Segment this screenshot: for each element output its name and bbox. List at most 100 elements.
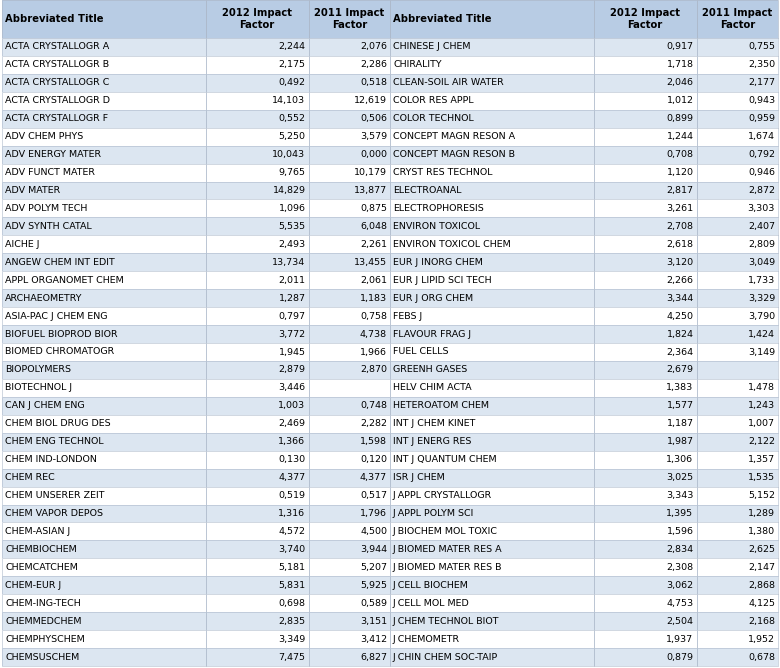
Bar: [390, 217, 594, 235]
Text: INT J ENERG RES: INT J ENERG RES: [393, 438, 471, 446]
Bar: [594, 595, 697, 612]
Bar: [390, 630, 594, 648]
Bar: [309, 343, 390, 361]
Text: 10,043: 10,043: [272, 150, 306, 159]
Text: CONCEPT MAGN RESON A: CONCEPT MAGN RESON A: [393, 132, 515, 141]
Bar: [309, 217, 390, 235]
Text: 5,181: 5,181: [278, 563, 306, 572]
Bar: [594, 504, 697, 522]
Bar: [390, 469, 594, 486]
Text: 1,007: 1,007: [748, 420, 775, 428]
Text: 3,772: 3,772: [278, 329, 306, 339]
Text: 14,829: 14,829: [272, 186, 306, 195]
Bar: [2, 128, 206, 146]
Text: CRYST RES TECHNOL: CRYST RES TECHNOL: [393, 168, 492, 177]
Bar: [390, 361, 594, 379]
Text: CHEM REC: CHEM REC: [5, 473, 55, 482]
Bar: [2, 92, 206, 110]
Text: CHEM-ING-TECH: CHEM-ING-TECH: [5, 599, 81, 608]
Bar: [206, 235, 309, 253]
Bar: [206, 540, 309, 558]
Bar: [309, 307, 390, 325]
Bar: [390, 486, 594, 504]
Bar: [594, 74, 697, 92]
Text: 0,552: 0,552: [278, 114, 306, 123]
Bar: [390, 415, 594, 433]
Text: 2,011: 2,011: [278, 276, 306, 285]
Text: 0,943: 0,943: [748, 96, 775, 106]
Bar: [2, 325, 206, 343]
Text: 0,506: 0,506: [360, 114, 387, 123]
Text: CHEM-ASIAN J: CHEM-ASIAN J: [5, 527, 70, 536]
Bar: [697, 504, 778, 522]
Bar: [594, 397, 697, 415]
Bar: [2, 540, 206, 558]
Bar: [697, 182, 778, 200]
Bar: [309, 469, 390, 486]
Bar: [697, 451, 778, 469]
Bar: [206, 343, 309, 361]
Bar: [390, 325, 594, 343]
Text: 0,589: 0,589: [360, 599, 387, 608]
Text: BIOMED CHROMATOGR: BIOMED CHROMATOGR: [5, 347, 114, 357]
Bar: [309, 540, 390, 558]
Bar: [697, 74, 778, 92]
Text: 3,151: 3,151: [360, 617, 387, 626]
Bar: [309, 451, 390, 469]
Text: 2,679: 2,679: [667, 365, 693, 375]
Bar: [697, 576, 778, 595]
Bar: [390, 253, 594, 271]
Bar: [594, 128, 697, 146]
Bar: [594, 486, 697, 504]
Bar: [309, 56, 390, 74]
Bar: [697, 271, 778, 289]
Bar: [206, 271, 309, 289]
Bar: [390, 648, 594, 666]
Text: 2,046: 2,046: [667, 78, 693, 88]
Text: 2,625: 2,625: [748, 545, 775, 554]
Bar: [206, 56, 309, 74]
Bar: [390, 451, 594, 469]
Text: 2,879: 2,879: [278, 365, 306, 375]
Bar: [309, 38, 390, 56]
Bar: [2, 648, 206, 666]
Text: CHEMBIOCHEM: CHEMBIOCHEM: [5, 545, 76, 554]
Bar: [206, 38, 309, 56]
Bar: [2, 504, 206, 522]
Bar: [309, 469, 390, 486]
Bar: [390, 110, 594, 128]
Text: 2,834: 2,834: [666, 545, 693, 554]
Bar: [697, 253, 778, 271]
Bar: [206, 433, 309, 451]
Bar: [390, 56, 594, 74]
Bar: [309, 182, 390, 200]
Text: 5,925: 5,925: [360, 580, 387, 590]
Bar: [309, 289, 390, 307]
Bar: [206, 182, 309, 200]
Bar: [390, 110, 594, 128]
Text: J APPL CRYSTALLOGR: J APPL CRYSTALLOGR: [393, 491, 492, 500]
Bar: [594, 307, 697, 325]
Bar: [309, 415, 390, 433]
Bar: [206, 595, 309, 612]
Bar: [390, 397, 594, 415]
Bar: [697, 271, 778, 289]
Bar: [697, 612, 778, 630]
Bar: [594, 217, 697, 235]
Text: 2,835: 2,835: [278, 617, 306, 626]
Bar: [2, 595, 206, 612]
Bar: [2, 343, 206, 361]
Bar: [697, 415, 778, 433]
Bar: [206, 325, 309, 343]
Text: 1,096: 1,096: [278, 204, 306, 213]
Bar: [2, 343, 206, 361]
Bar: [390, 648, 594, 666]
Bar: [594, 415, 697, 433]
Text: 1,577: 1,577: [667, 401, 693, 410]
Text: 9,765: 9,765: [278, 168, 306, 177]
Bar: [594, 522, 697, 540]
Bar: [309, 648, 390, 666]
Text: 1,966: 1,966: [360, 347, 387, 357]
Bar: [309, 253, 390, 271]
Text: 2012 Impact
Factor: 2012 Impact Factor: [610, 8, 680, 30]
